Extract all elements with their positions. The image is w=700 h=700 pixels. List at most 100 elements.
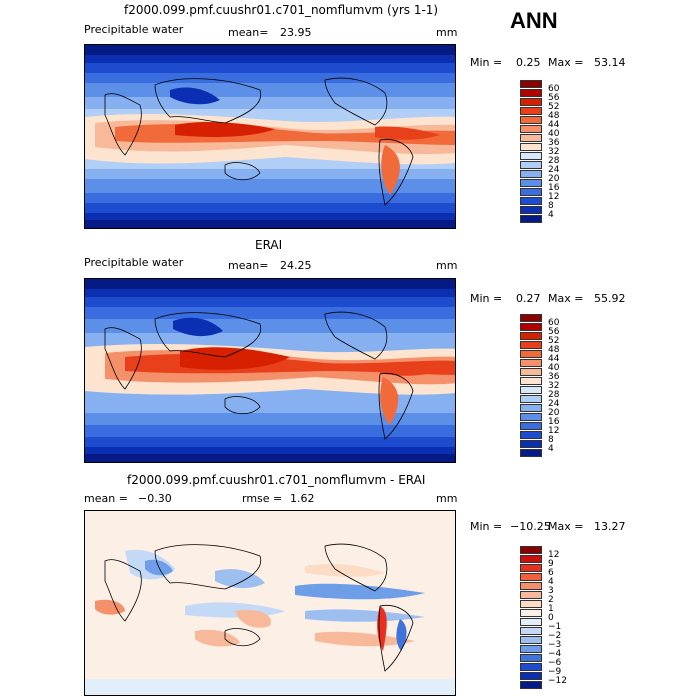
panel2-colorbar-label: 28 <box>548 390 560 400</box>
panel2-colorbar-swatch <box>520 422 542 430</box>
panel1-colorbar: 60 56 52 48 44 40 36 32 28 24 20 16 12 8… <box>520 80 559 225</box>
panel3-colorbar-swatch <box>520 546 542 554</box>
panel2-colorbar-label: 60 <box>548 318 560 328</box>
panel1-min-label: Min = <box>470 56 503 69</box>
panel1-colorbar-label: 52 <box>548 102 560 112</box>
panel1-colorbar-label: 24 <box>548 165 560 175</box>
panel3-colorbar: 12 9 6 4 3 2 1 0 −1 −2 −3 −4 −6 −9 −12 <box>520 546 567 691</box>
panel2-colorbar-label: 56 <box>548 327 560 337</box>
panel1-colorbar-label: 32 <box>548 147 560 157</box>
panel3-colorbar-label: −4 <box>548 649 562 659</box>
panel2-mean-label: mean= <box>228 259 269 272</box>
panel2-colorbar-swatch <box>520 413 542 421</box>
panel1-title: f2000.099.pmf.cuushr01.c701_nomflumvm (y… <box>124 3 439 17</box>
panel2-colorbar-swatch <box>520 431 542 439</box>
panel1-colorbar-swatch <box>520 152 542 160</box>
panel3-colorbar-swatch <box>520 573 542 581</box>
panel1-colorbar-label: 28 <box>548 156 560 166</box>
panel2-colorbar-swatch <box>520 314 542 322</box>
panel3-colorbar-swatch <box>520 564 542 572</box>
panel3-max-value: 13.27 <box>594 520 626 533</box>
panel2-mean-value: 24.25 <box>280 259 312 272</box>
panel3-colorbar-swatch <box>520 591 542 599</box>
panel1-colorbar-swatch <box>520 107 542 115</box>
panel1-colorbar-swatch <box>520 161 542 169</box>
panel1-colorbar-label: 40 <box>548 129 560 139</box>
panel2-colorbar-swatch <box>520 404 542 412</box>
panel3-colorbar-label: 9 <box>548 559 554 569</box>
panel3-colorbar-label: −9 <box>548 667 562 677</box>
panel3-colorbar-swatch <box>520 672 542 680</box>
panel2-colorbar-label: 20 <box>548 408 560 418</box>
panel2-colorbar-swatch <box>520 440 542 448</box>
panel2-colorbar-swatch <box>520 368 542 376</box>
panel3-colorbar-label: 6 <box>548 568 554 578</box>
panel2-colorbar-label: 4 <box>548 444 554 454</box>
panel1-colorbar-swatch <box>520 215 542 223</box>
panel2-colorbar-label: 8 <box>548 435 554 445</box>
panel1-colorbar-label: 20 <box>548 174 560 184</box>
season-label: ANN <box>510 8 558 33</box>
panel1-colorbar-label: 48 <box>548 111 560 121</box>
panel2-max-label: Max = <box>548 292 584 305</box>
panel3-colorbar-label: 2 <box>548 595 554 605</box>
panel3-colorbar-swatch <box>520 618 542 626</box>
panel1-colorbar-swatch <box>520 179 542 187</box>
panel3-colorbar-label: −12 <box>548 676 567 686</box>
panel3-colorbar-label: 1 <box>548 604 554 614</box>
panel1-colorbar-swatch <box>520 197 542 205</box>
panel1-colorbar-swatch <box>520 116 542 124</box>
panel3-colorbar-swatch <box>520 636 542 644</box>
panel1-min-value: 0.25 <box>516 56 541 69</box>
panel3-colorbar-label: 12 <box>548 550 560 560</box>
panel2-colorbar-swatch <box>520 359 542 367</box>
panel3-colorbar-label: −3 <box>548 640 562 650</box>
panel1-colorbar-label: 56 <box>548 93 560 103</box>
panel1-map-graphic <box>85 45 455 228</box>
panel2-colorbar: 60 56 52 48 44 40 36 32 28 24 20 16 12 8… <box>520 314 559 459</box>
panel2-colorbar-label: 32 <box>548 381 560 391</box>
panel1-colorbar-swatch <box>520 98 542 106</box>
panel1-colorbar-swatch <box>520 188 542 196</box>
panel2-variable-label: Precipitable water <box>84 256 184 269</box>
panel3-colorbar-swatch <box>520 663 542 671</box>
panel3-colorbar-label: 3 <box>548 586 554 596</box>
panel3-units: mm <box>436 492 458 505</box>
panel3-colorbar-label: 4 <box>548 577 554 587</box>
panel3-mean-value: −0.30 <box>138 492 172 505</box>
panel2-colorbar-swatch <box>520 395 542 403</box>
panel2-colorbar-label: 40 <box>548 363 560 373</box>
panel2-map <box>84 278 456 463</box>
panel2-units: mm <box>436 259 458 272</box>
panel3-colorbar-label: −6 <box>548 658 562 668</box>
panel1-colorbar-label: 44 <box>548 120 560 130</box>
panel2-colorbar-label: 16 <box>548 417 560 427</box>
panel2-colorbar-swatch <box>520 341 542 349</box>
panel3-colorbar-swatch <box>520 609 542 617</box>
panel2-colorbar-swatch <box>520 449 542 457</box>
panel1-colorbar-swatch <box>520 170 542 178</box>
panel3-min-value: −10.25 <box>510 520 551 533</box>
panel3-min-label: Min = <box>470 520 503 533</box>
panel2-title: ERAI <box>255 238 283 252</box>
panel2-colorbar-swatch <box>520 323 542 331</box>
panel2-map-graphic <box>85 279 455 462</box>
panel3-max-label: Max = <box>548 520 584 533</box>
panel1-max-value: 53.14 <box>594 56 626 69</box>
panel3-rmse-value: 1.62 <box>290 492 315 505</box>
panel1-max-label: Max = <box>548 56 584 69</box>
panel2-colorbar-swatch <box>520 386 542 394</box>
panel1-colorbar-swatch <box>520 80 542 88</box>
panel2-colorbar-label: 12 <box>548 426 560 436</box>
panel3-colorbar-label: 0 <box>548 613 554 623</box>
panel1-colorbar-swatch <box>520 89 542 97</box>
panel3-colorbar-swatch <box>520 600 542 608</box>
panel2-colorbar-label: 52 <box>548 336 560 346</box>
panel1-colorbar-label: 60 <box>548 84 560 94</box>
panel3-colorbar-label: −1 <box>548 622 562 632</box>
panel2-colorbar-label: 44 <box>548 354 560 364</box>
panel2-colorbar-label: 24 <box>548 399 560 409</box>
panel3-map-graphic <box>85 511 455 695</box>
panel2-colorbar-label: 36 <box>548 372 560 382</box>
